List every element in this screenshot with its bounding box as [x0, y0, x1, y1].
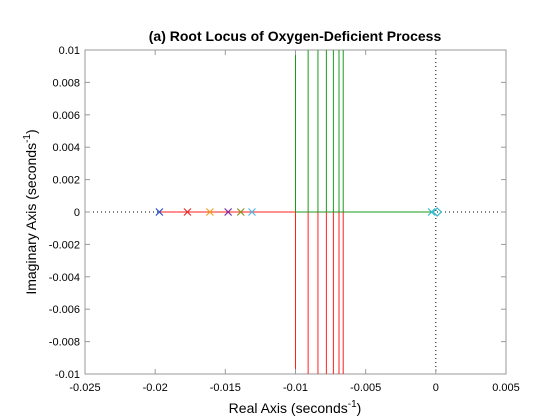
pole-marker — [183, 208, 192, 216]
pole-marker — [427, 208, 436, 216]
pole-marker-stroke — [236, 208, 245, 216]
x-tick-label: -0.015 — [210, 382, 241, 394]
x-axis-ticks: -0.025 -0.02 -0.015 -0.01 -0.005 0 0.005 — [69, 50, 520, 394]
y-tick-label: -0.002 — [49, 239, 80, 251]
chart-title: (a) Root Locus of Oxygen-Deficient Proce… — [149, 28, 442, 44]
x-tick-label: 0 — [433, 382, 439, 394]
y-tick-label: -0.004 — [49, 272, 80, 284]
zero-marker — [432, 207, 443, 217]
y-tick-label: -0.01 — [55, 369, 80, 381]
y-tick-label: 0.004 — [52, 142, 80, 154]
pole-marker-stroke — [427, 208, 436, 216]
y-axis-label: Imaginary Axis (seconds-1) — [22, 129, 39, 294]
pole-marker — [224, 208, 233, 216]
x-tick-label: -0.005 — [350, 382, 381, 394]
y-tick-label: 0.01 — [59, 45, 80, 57]
pole-marker-stroke — [224, 208, 233, 216]
y-tick-label: -0.008 — [49, 337, 80, 349]
y-tick-label: 0.008 — [52, 77, 80, 89]
x-tick-label: -0.025 — [69, 382, 100, 394]
pole-marker-stroke — [183, 208, 192, 216]
pole-marker-stroke — [248, 208, 256, 216]
x-tick-label: 0.005 — [492, 382, 520, 394]
pole-marker — [205, 208, 214, 216]
locus-branches — [159, 50, 432, 374]
pole-marker — [248, 208, 256, 216]
x-tick-label: -0.02 — [143, 382, 168, 394]
pole-marker-stroke — [205, 208, 214, 216]
y-tick-label: -0.006 — [49, 304, 80, 316]
x-tick-label: -0.01 — [283, 382, 308, 394]
pole-marker — [155, 208, 164, 216]
pole-marker — [236, 208, 245, 216]
pole-markers — [155, 207, 443, 217]
y-tick-label: 0 — [74, 207, 80, 219]
y-tick-label: 0.006 — [52, 110, 80, 122]
x-axis-label: Real Axis (seconds-1) — [229, 399, 362, 416]
pole-marker-stroke — [155, 208, 164, 216]
y-tick-label: 0.002 — [52, 175, 80, 187]
y-axis-ticks: 0.01 0.008 0.006 0.004 0.002 0 -0.002 -0.004 -0.… — [49, 45, 506, 381]
